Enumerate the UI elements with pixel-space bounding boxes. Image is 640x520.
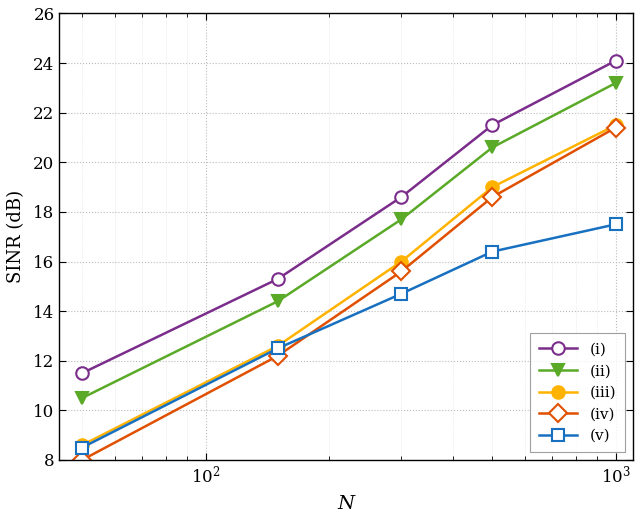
(ii) xyxy=(274,298,282,304)
(iv) xyxy=(274,353,282,359)
(i) xyxy=(78,370,86,376)
(ii) xyxy=(78,395,86,401)
(iii) xyxy=(612,122,620,128)
Line: (i): (i) xyxy=(76,54,622,380)
Line: (iv): (iv) xyxy=(76,121,622,466)
Line: (v): (v) xyxy=(76,218,622,454)
(iv) xyxy=(78,457,86,463)
(i) xyxy=(612,57,620,63)
(i) xyxy=(488,122,496,128)
(v) xyxy=(78,445,86,451)
(v) xyxy=(274,345,282,352)
(iii) xyxy=(274,343,282,349)
Y-axis label: SINR (dB): SINR (dB) xyxy=(7,190,25,283)
(iii) xyxy=(488,184,496,190)
(iv) xyxy=(488,194,496,200)
(v) xyxy=(397,291,405,297)
Line: (ii): (ii) xyxy=(76,76,622,404)
(iii) xyxy=(78,442,86,448)
(ii) xyxy=(397,216,405,223)
(ii) xyxy=(612,80,620,86)
X-axis label: N: N xyxy=(337,495,355,513)
(v) xyxy=(488,249,496,255)
(iii) xyxy=(397,258,405,265)
(v) xyxy=(612,221,620,227)
Line: (iii): (iii) xyxy=(76,119,622,451)
(iv) xyxy=(397,268,405,275)
Legend: (i), (ii), (iii), (iv), (v): (i), (ii), (iii), (iv), (v) xyxy=(530,333,625,452)
(i) xyxy=(274,276,282,282)
(i) xyxy=(397,194,405,200)
(ii) xyxy=(488,144,496,150)
(iv) xyxy=(612,124,620,131)
